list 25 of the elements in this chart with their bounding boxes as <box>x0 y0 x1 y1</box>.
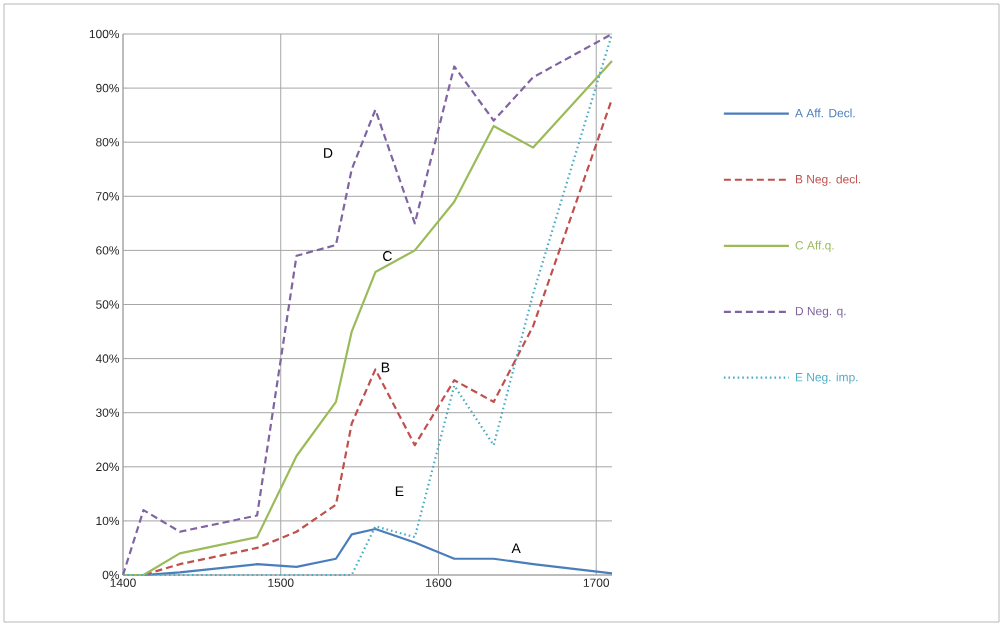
y-tick-label: 90% <box>96 83 120 93</box>
x-tick-label: 1500 <box>268 578 294 587</box>
y-tick-label: 10% <box>96 516 120 526</box>
y-tick-label: 80% <box>96 137 120 147</box>
y-tick-label: 40% <box>95 354 120 363</box>
y-tick-label: 100% <box>89 29 120 39</box>
text: C Aff.q. <box>795 240 834 252</box>
x-tick-label: 1700 <box>583 578 610 587</box>
text: B Neg. decl. <box>795 174 861 186</box>
annotation: A <box>511 543 521 553</box>
y-tick-label: 0% <box>102 570 120 580</box>
text: D Neg. q. <box>795 306 846 318</box>
annotation: C <box>383 251 392 261</box>
y-tick-label: 30% <box>96 408 120 417</box>
text: A Aff. Decl. <box>794 108 855 118</box>
annotation: B <box>381 362 390 373</box>
y-tick-label: 60% <box>96 246 120 255</box>
text: E Neg. imp. <box>795 372 858 384</box>
x-tick-label: 1400 <box>110 578 136 587</box>
y-tick-label: 70% <box>96 192 120 201</box>
y-tick-label: 20% <box>96 462 120 472</box>
x-tick-label: 1600 <box>426 578 452 587</box>
annotation: E <box>395 486 404 497</box>
annotation: D <box>324 148 333 158</box>
y-tick-label: 50% <box>96 300 120 309</box>
